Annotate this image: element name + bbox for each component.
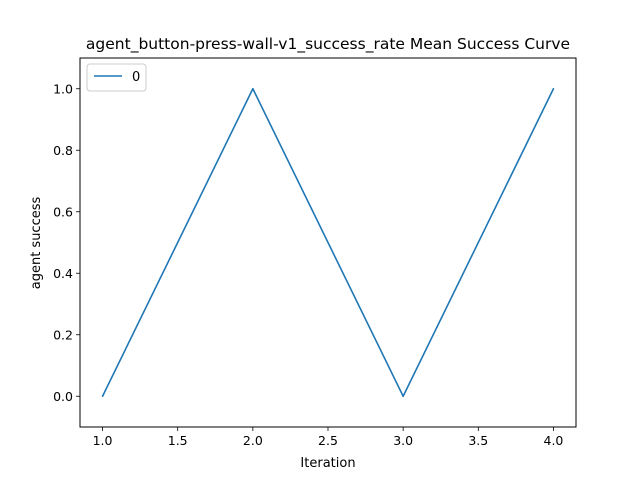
- x-tick-label: 2.0: [243, 433, 263, 448]
- y-tick-label: 0.6: [53, 204, 73, 219]
- x-axis-ticks: 1.0 1.5 2.0 2.5 3.0 3.5 4.0: [93, 427, 564, 448]
- x-tick-label: 1.5: [168, 433, 188, 448]
- data-point: [101, 395, 104, 398]
- x-tick-label: 3.5: [468, 433, 488, 448]
- legend-label: 0: [132, 70, 140, 85]
- y-tick-label: 0.8: [53, 143, 73, 158]
- y-tick-label: 1.0: [53, 81, 73, 96]
- axes-frame: [79, 57, 577, 428]
- legend: 0: [86, 63, 147, 92]
- data-point: [252, 87, 254, 90]
- data-point: [402, 395, 404, 398]
- y-axis-ticks: 0.0 0.2 0.4 0.6 0.8 1.0: [53, 81, 80, 404]
- legend-box: [86, 63, 147, 92]
- plot-area: 1.0 1.5 2.0 2.5 3.0 3.5 4.0 0.0 0.2 0.4 0.6 0.8 1.0: [53, 57, 577, 448]
- x-tick-label: 4.0: [544, 433, 564, 448]
- x-axis-label: Iteration: [300, 456, 355, 471]
- data-point: [552, 87, 555, 90]
- chart-title: agent_button-press-wall-v1_success_rate …: [86, 35, 570, 54]
- y-tick-label: 0.0: [53, 389, 73, 404]
- x-tick-label: 1.0: [93, 433, 113, 448]
- series-layer: [101, 87, 555, 398]
- y-tick-label: 0.2: [53, 327, 73, 342]
- x-tick-label: 3.0: [393, 433, 413, 448]
- x-tick-label: 2.5: [318, 433, 338, 448]
- y-tick-label: 0.4: [53, 266, 73, 281]
- series-line-0: [101, 87, 555, 398]
- y-axis-label: agent success: [29, 197, 44, 290]
